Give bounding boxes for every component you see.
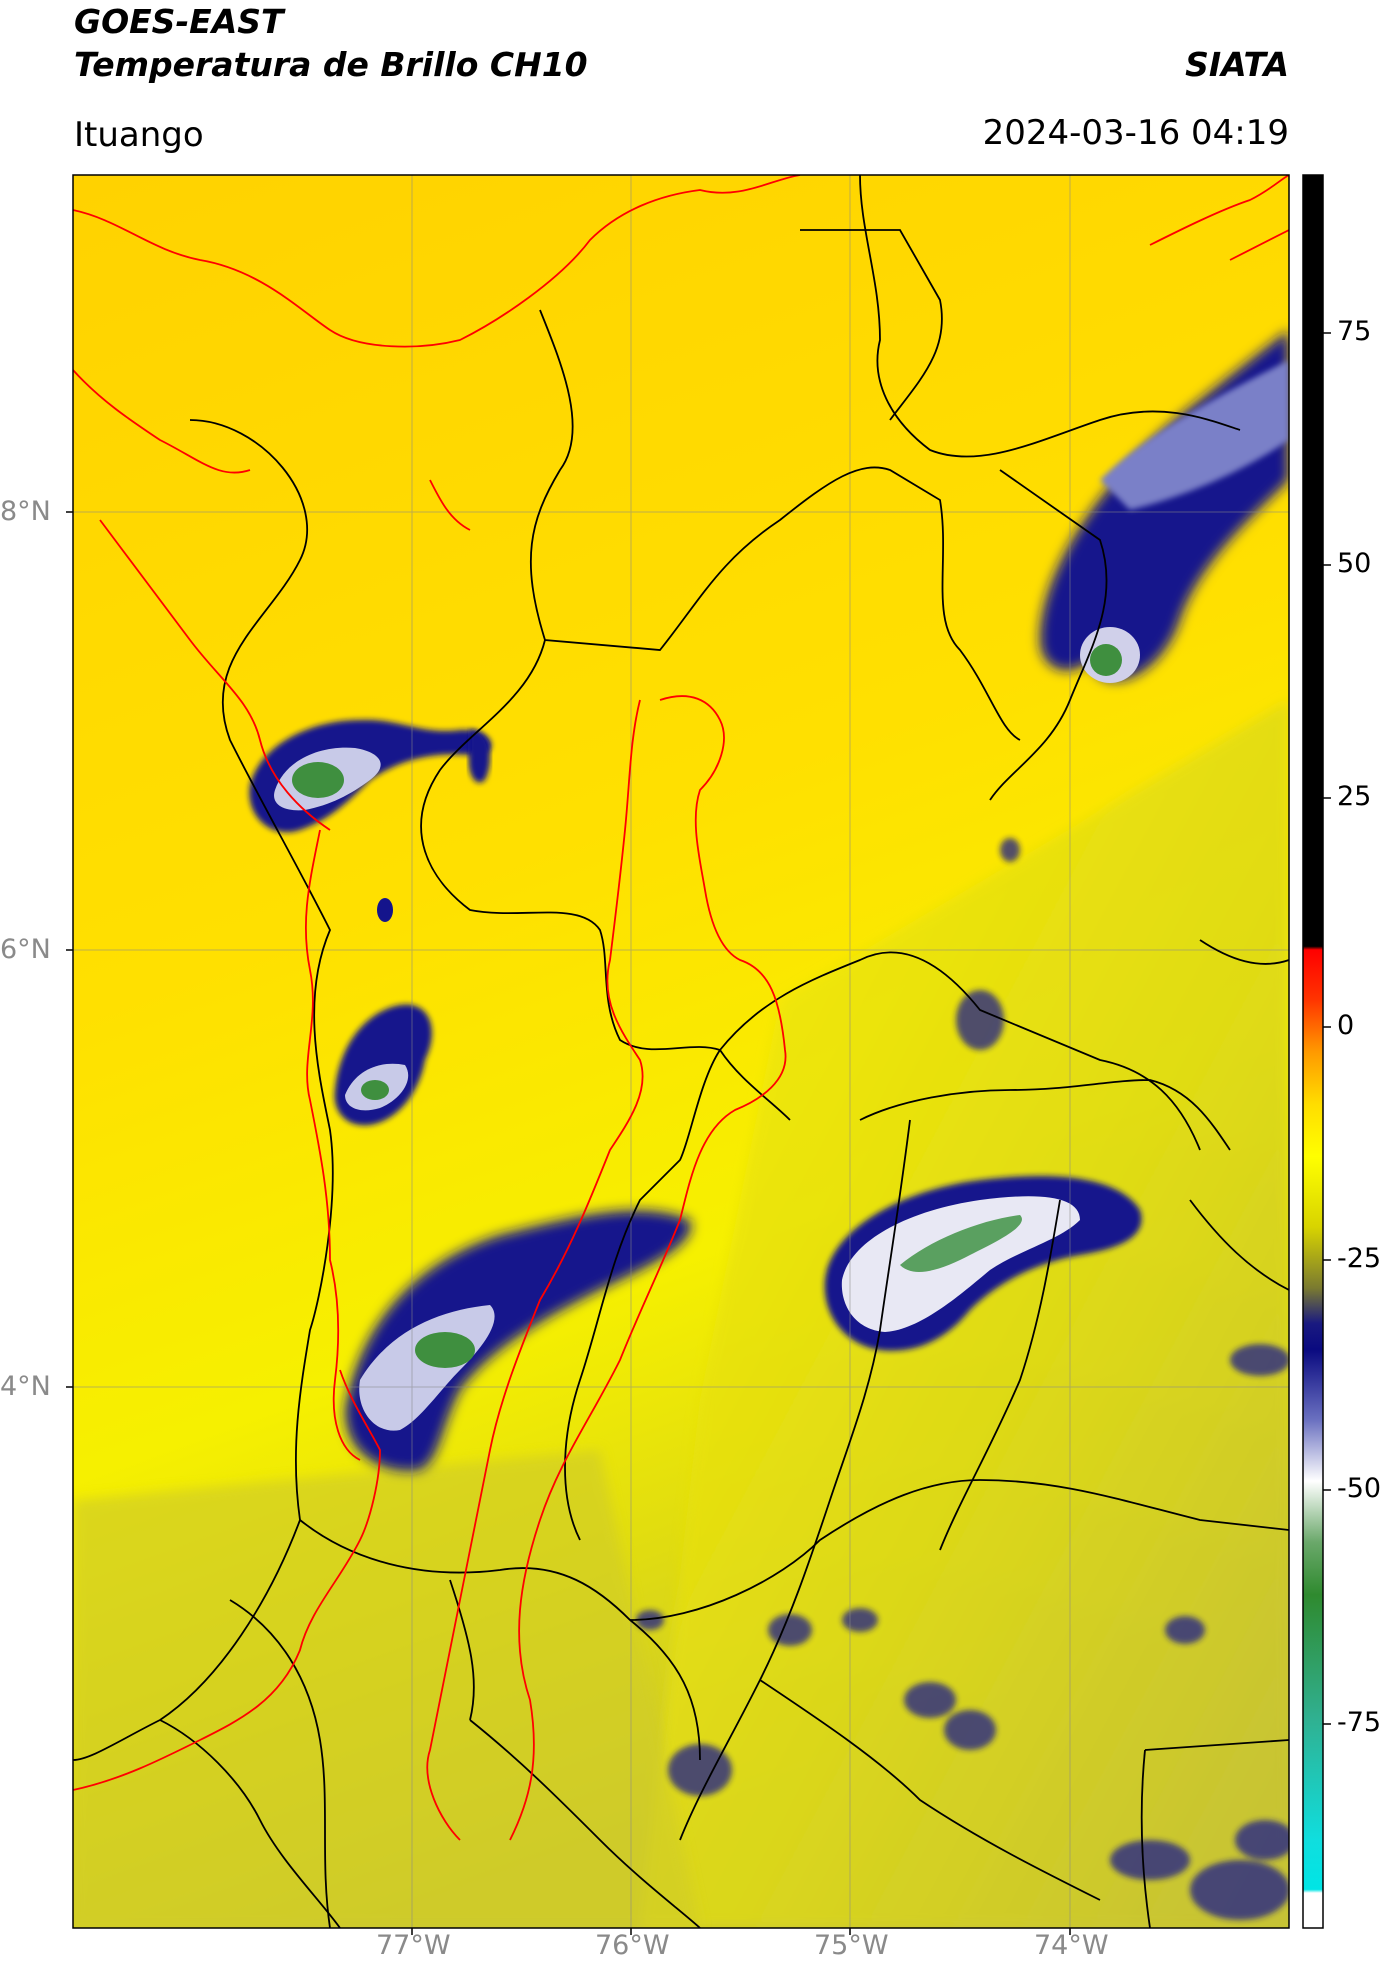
colorbar-tick-minus25: -25 <box>1337 1243 1382 1274</box>
colorbar-tick-50: 50 <box>1337 548 1372 579</box>
colorbar <box>1302 174 1331 1929</box>
lat-label-4n: 4°N <box>0 1371 51 1402</box>
cloud-band-southwest <box>345 1210 692 1471</box>
graticule <box>73 175 1289 1928</box>
lat-label-8n: 8°N <box>0 496 51 527</box>
satellite-title: GOES-EAST <box>74 2 284 41</box>
lon-ticks <box>411 1928 1071 1935</box>
lon-label-74w: 74°W <box>1034 1930 1109 1961</box>
department-boundaries <box>73 175 1289 1928</box>
colorbar-tick-0: 0 <box>1337 1010 1355 1041</box>
location-label: Ituango <box>74 115 204 155</box>
scattered-clouds-south <box>636 838 1289 1920</box>
product-title: Temperatura de Brillo CH10 <box>74 45 588 84</box>
datetime-label: 2024-03-16 04:19 <box>982 113 1289 153</box>
colorbar-tick-minus75: -75 <box>1337 1707 1382 1738</box>
lon-label-75w: 75°W <box>814 1930 889 1961</box>
cloud-cluster-choco-north <box>249 719 492 833</box>
lon-label-77w: 77°W <box>376 1930 451 1961</box>
map-frame <box>72 174 1290 1929</box>
brand-label: SIATA <box>1185 45 1289 84</box>
lat-ticks <box>66 511 73 1388</box>
lon-label-76w: 76°W <box>595 1930 670 1961</box>
cloud-band-central <box>824 1175 1142 1351</box>
coastline-and-region-outline <box>73 175 1289 1841</box>
lat-label-6n: 6°N <box>0 934 51 965</box>
colorbar-tick-25: 25 <box>1337 781 1372 812</box>
map-panel <box>73 175 1289 1928</box>
cloud-cluster-midwest <box>334 898 432 1126</box>
colorbar-tick-minus50: -50 <box>1337 1473 1382 1504</box>
colorbar-tick-75: 75 <box>1337 316 1372 347</box>
